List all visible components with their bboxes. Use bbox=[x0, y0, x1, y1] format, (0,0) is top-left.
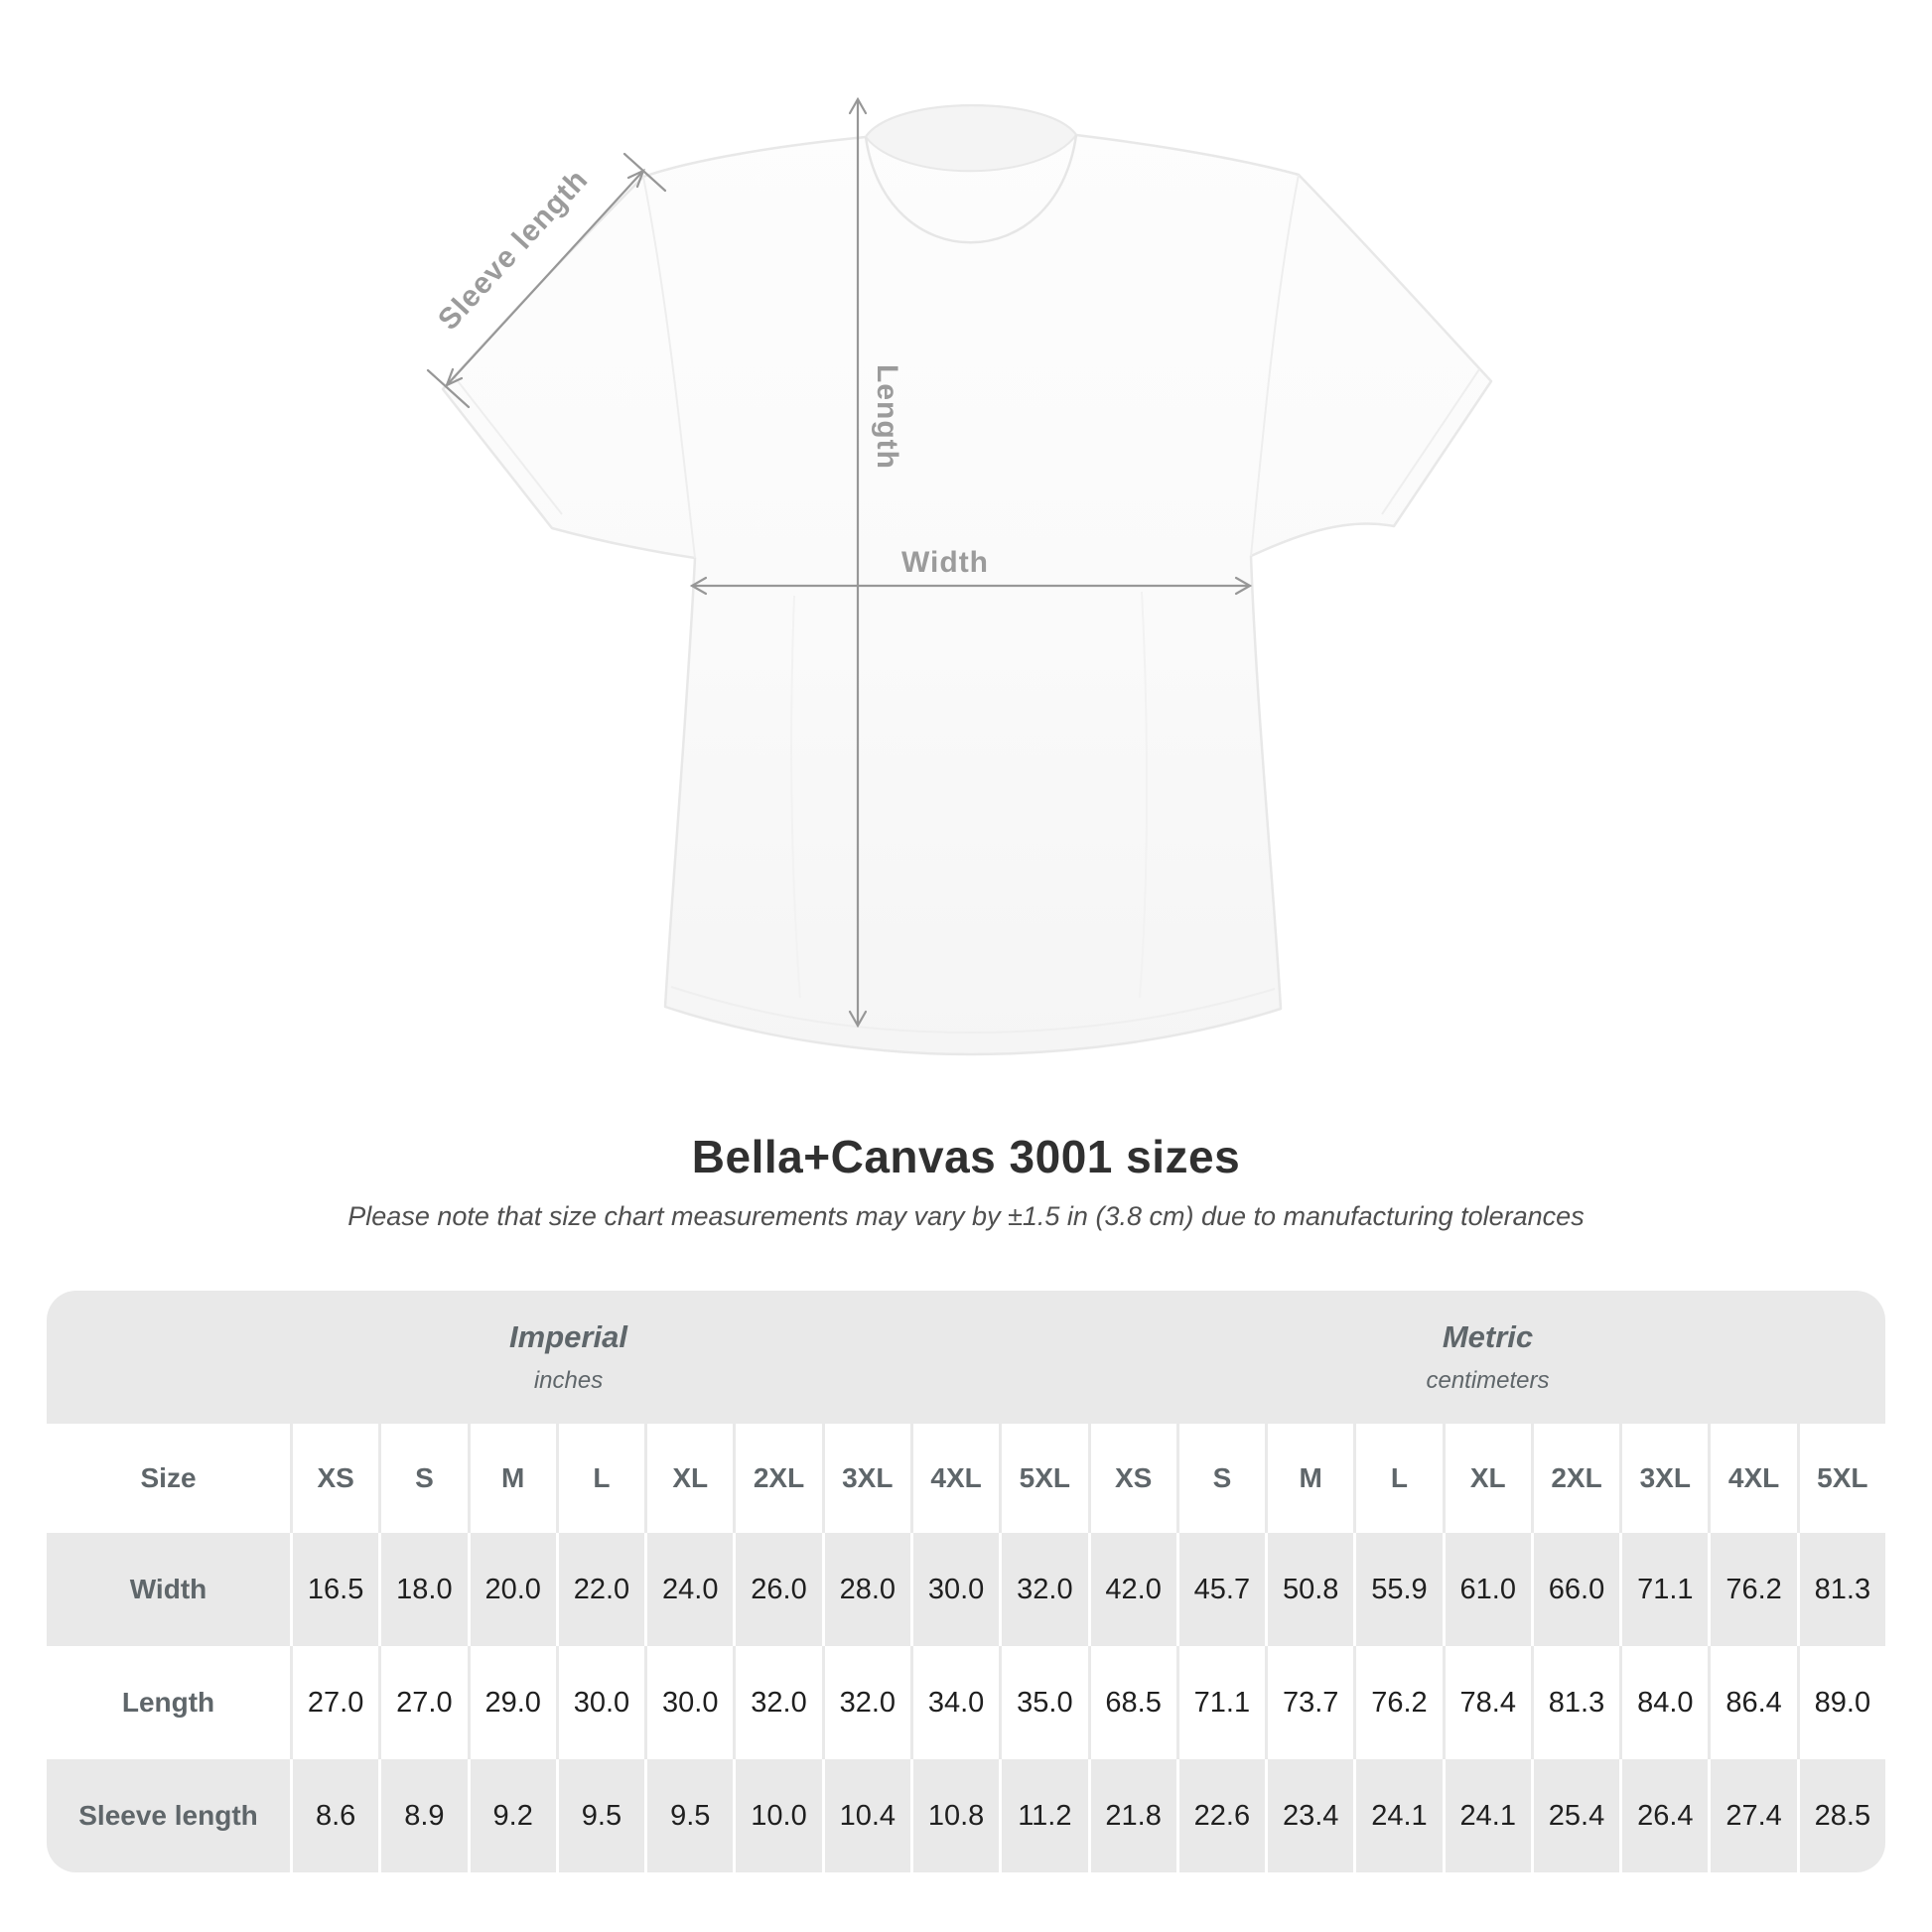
value-cell: 16.5 bbox=[293, 1533, 379, 1646]
value-cell: 32.0 bbox=[1002, 1533, 1088, 1646]
tshirt-diagram: Sleeve length Length Width bbox=[426, 96, 1493, 1056]
group-header-metric: Metric centimeters bbox=[1090, 1291, 1885, 1424]
value-cell: 11.2 bbox=[1002, 1759, 1088, 1872]
length-label: Length bbox=[871, 364, 903, 470]
data-row-length: Length 27.0 27.0 29.0 30.0 30.0 32.0 32.… bbox=[47, 1646, 1885, 1759]
size-cell: M bbox=[470, 1424, 556, 1533]
value-cell: 26.0 bbox=[736, 1533, 822, 1646]
value-cell: 71.1 bbox=[1178, 1646, 1266, 1759]
size-cell: 2XL bbox=[1533, 1424, 1620, 1533]
size-cell: 4XL bbox=[1711, 1424, 1797, 1533]
value-cell: 34.0 bbox=[912, 1646, 1000, 1759]
size-cell: 3XL bbox=[1622, 1424, 1709, 1533]
value-cell: 30.0 bbox=[647, 1646, 734, 1759]
unit-group-header-row: Imperial inches Metric centimeters bbox=[47, 1291, 1885, 1424]
size-cell: L bbox=[1356, 1424, 1443, 1533]
size-cell: M bbox=[1268, 1424, 1354, 1533]
value-cell: 24.1 bbox=[1445, 1759, 1531, 1872]
value-cell: 9.5 bbox=[558, 1759, 645, 1872]
value-cell: 30.0 bbox=[558, 1646, 645, 1759]
size-cell: 4XL bbox=[912, 1424, 1000, 1533]
value-cell: 32.0 bbox=[824, 1646, 910, 1759]
value-cell: 18.0 bbox=[381, 1533, 468, 1646]
value-cell: 8.6 bbox=[293, 1759, 379, 1872]
size-table: Imperial inches Metric centimeters Size … bbox=[47, 1291, 1885, 1872]
value-cell: 10.0 bbox=[736, 1759, 822, 1872]
size-cell: S bbox=[381, 1424, 468, 1533]
value-cell: 35.0 bbox=[1002, 1646, 1088, 1759]
size-cell: L bbox=[558, 1424, 645, 1533]
size-cell: XS bbox=[293, 1424, 379, 1533]
value-cell: 73.7 bbox=[1268, 1646, 1354, 1759]
value-cell: 76.2 bbox=[1356, 1646, 1443, 1759]
value-cell: 78.4 bbox=[1445, 1646, 1531, 1759]
value-cell: 25.4 bbox=[1533, 1759, 1620, 1872]
group-label: Imperial bbox=[509, 1319, 627, 1354]
group-sublabel: centimeters bbox=[1426, 1367, 1550, 1394]
size-cell: S bbox=[1178, 1424, 1266, 1533]
row-label: Sleeve length bbox=[47, 1759, 290, 1872]
value-cell: 29.0 bbox=[470, 1646, 556, 1759]
value-cell: 55.9 bbox=[1356, 1533, 1443, 1646]
value-cell: 68.5 bbox=[1090, 1646, 1176, 1759]
heading-block: Bella+Canvas 3001 sizes Please note that… bbox=[0, 1130, 1932, 1232]
value-cell: 27.0 bbox=[293, 1646, 379, 1759]
value-cell: 28.5 bbox=[1799, 1759, 1885, 1872]
value-cell: 9.2 bbox=[470, 1759, 556, 1872]
data-row-sleeve-length: Sleeve length 8.6 8.9 9.2 9.5 9.5 10.0 1… bbox=[47, 1759, 1885, 1872]
page-title: Bella+Canvas 3001 sizes bbox=[691, 1131, 1241, 1182]
size-cell: XS bbox=[1090, 1424, 1176, 1533]
value-cell: 81.3 bbox=[1799, 1533, 1885, 1646]
group-label: Metric bbox=[1442, 1319, 1534, 1354]
size-cell: 5XL bbox=[1002, 1424, 1088, 1533]
value-cell: 66.0 bbox=[1533, 1533, 1620, 1646]
value-cell: 27.4 bbox=[1711, 1759, 1797, 1872]
value-cell: 81.3 bbox=[1533, 1646, 1620, 1759]
size-cell: 3XL bbox=[824, 1424, 910, 1533]
sleeve-length-arrow bbox=[426, 152, 667, 409]
value-cell: 10.8 bbox=[912, 1759, 1000, 1872]
value-cell: 42.0 bbox=[1090, 1533, 1176, 1646]
row-label: Width bbox=[47, 1533, 290, 1646]
value-cell: 22.0 bbox=[558, 1533, 645, 1646]
size-column-header: Size bbox=[47, 1424, 290, 1533]
value-cell: 71.1 bbox=[1622, 1533, 1709, 1646]
tshirt-graphic bbox=[441, 104, 1493, 1056]
data-row-width: Width 16.5 18.0 20.0 22.0 24.0 26.0 28.0… bbox=[47, 1533, 1885, 1646]
value-cell: 76.2 bbox=[1711, 1533, 1797, 1646]
value-cell: 86.4 bbox=[1711, 1646, 1797, 1759]
value-cell: 23.4 bbox=[1268, 1759, 1354, 1872]
row-label: Length bbox=[47, 1646, 290, 1759]
value-cell: 8.9 bbox=[381, 1759, 468, 1872]
value-cell: 28.0 bbox=[824, 1533, 910, 1646]
value-cell: 89.0 bbox=[1799, 1646, 1885, 1759]
size-cell: XL bbox=[1445, 1424, 1531, 1533]
value-cell: 10.4 bbox=[824, 1759, 910, 1872]
size-cell: XL bbox=[647, 1424, 734, 1533]
page-subtitle: Please note that size chart measurements… bbox=[347, 1201, 1585, 1231]
value-cell: 32.0 bbox=[736, 1646, 822, 1759]
group-header-imperial: Imperial inches bbox=[47, 1291, 1090, 1424]
width-label: Width bbox=[901, 546, 989, 579]
size-cell: 5XL bbox=[1799, 1424, 1885, 1533]
value-cell: 26.4 bbox=[1622, 1759, 1709, 1872]
size-cell: 2XL bbox=[736, 1424, 822, 1533]
value-cell: 24.1 bbox=[1356, 1759, 1443, 1872]
width-arrow bbox=[689, 576, 1253, 596]
value-cell: 50.8 bbox=[1268, 1533, 1354, 1646]
size-header-row: Size XS S M L XL 2XL 3XL 4XL 5XL XS S M … bbox=[47, 1424, 1885, 1533]
value-cell: 45.7 bbox=[1178, 1533, 1266, 1646]
value-cell: 24.0 bbox=[647, 1533, 734, 1646]
value-cell: 84.0 bbox=[1622, 1646, 1709, 1759]
value-cell: 27.0 bbox=[381, 1646, 468, 1759]
value-cell: 22.6 bbox=[1178, 1759, 1266, 1872]
length-arrow bbox=[848, 96, 868, 1029]
value-cell: 9.5 bbox=[647, 1759, 734, 1872]
value-cell: 21.8 bbox=[1090, 1759, 1176, 1872]
value-cell: 30.0 bbox=[912, 1533, 1000, 1646]
value-cell: 61.0 bbox=[1445, 1533, 1531, 1646]
group-sublabel: inches bbox=[533, 1367, 604, 1394]
value-cell: 20.0 bbox=[470, 1533, 556, 1646]
